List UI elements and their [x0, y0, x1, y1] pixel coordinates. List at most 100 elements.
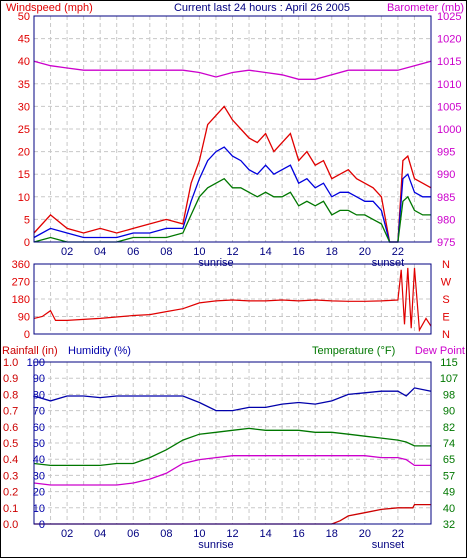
panel1-x-ticks: 02 04 06 08 10 12 14 16 18 20 22 — [61, 246, 404, 258]
x-tick-label: 20 — [359, 246, 371, 258]
wind-tick-label: 35 — [18, 79, 30, 91]
x-tick-label: 16 — [293, 528, 305, 540]
temperature-line — [33, 427, 431, 467]
x-tick-label: 06 — [127, 528, 139, 540]
temperature-tick-label: 90 — [443, 406, 455, 418]
direction-tick-label: 270 — [12, 277, 30, 289]
wind-tick-label: 0 — [24, 237, 30, 249]
rain-tick-label: 0.8 — [3, 389, 18, 401]
barometer-axis-label: Barometer (mb) — [387, 2, 464, 14]
rain-ticks: 0.0 0.1 0.2 0.3 0.4 0.5 0.6 0.7 0.8 0.9 1.0 — [3, 357, 18, 531]
temperature-tick-label: 107 — [440, 373, 458, 385]
panel3-sun-labels: sunrise sunset — [198, 539, 404, 551]
humidity-tick-label: 90 — [33, 373, 45, 385]
rain-tick-label: 0.5 — [3, 438, 18, 450]
wind-ticks: 0 5 10 15 20 25 30 35 40 45 50 — [18, 11, 30, 249]
humidity-tick-label: 100 — [27, 357, 45, 369]
barometer-tick-label: 995 — [437, 147, 455, 159]
humidity-line — [33, 387, 432, 412]
x-tick-label: 14 — [259, 246, 271, 258]
rain-tick-label: 0.1 — [3, 503, 18, 515]
rain-tick-label: 0.6 — [3, 422, 18, 434]
humidity-tick-label: 40 — [33, 454, 45, 466]
dew_point-line — [33, 455, 431, 486]
x-tick-label: 12 — [226, 246, 238, 258]
panel1-grid — [34, 16, 431, 242]
direction-line — [33, 267, 432, 333]
wind-tick-label: 30 — [18, 101, 30, 113]
x-tick-label: 18 — [326, 246, 338, 258]
barometer-tick-label: 1015 — [437, 56, 461, 68]
x-tick-label: 02 — [61, 246, 73, 258]
rain-tick-label: 0.3 — [3, 470, 18, 482]
min_wind-line — [33, 177, 431, 243]
x-tick-label: 04 — [94, 528, 106, 540]
panel3-series — [33, 387, 432, 525]
rainfall-line — [34, 503, 431, 525]
x-tick-label: 08 — [160, 528, 172, 540]
barometer-ticks: 975 980 985 990 995 1000 1005 1010 1015 1020 1025 — [437, 11, 461, 249]
humidity-tick-label: 10 — [33, 503, 45, 515]
panel2-frame — [33, 263, 432, 335]
direction-ticks: 0 90 180 270 360 — [12, 259, 30, 341]
direction-tick-label: 90 — [18, 312, 30, 324]
wind-axis-label: Windspeed (mph) — [6, 2, 93, 14]
panel2-series — [33, 267, 432, 333]
direction-tick-label: 360 — [12, 259, 30, 271]
temperature-tick-label: 40 — [443, 503, 455, 515]
humidity-axis-label: Humidity (%) — [68, 345, 131, 357]
temperature-tick-label: 32 — [443, 519, 455, 531]
compass-tick-label: N — [442, 329, 450, 341]
x-tick-label: 22 — [392, 528, 404, 540]
x-tick-label: 14 — [259, 528, 271, 540]
rain-tick-label: 0.0 — [3, 519, 18, 531]
barometer-tick-label: 990 — [437, 169, 455, 181]
temperature-tick-label: 82 — [443, 422, 455, 434]
panel3-grid — [34, 362, 431, 524]
barometer-tick-label: 980 — [437, 214, 455, 226]
temperature-tick-label: 74 — [443, 438, 455, 450]
wind-tick-label: 40 — [18, 56, 30, 68]
x-tick-label: 08 — [160, 246, 172, 258]
compass-tick-label: N — [442, 259, 450, 271]
x-tick-label: 10 — [193, 246, 205, 258]
compass-tick-label: W — [441, 277, 452, 289]
wind-tick-label: 20 — [18, 147, 30, 159]
panel3-x-ticks: 02 04 06 08 10 12 14 16 18 20 22 — [61, 528, 404, 540]
sun-label: sunrise — [198, 539, 233, 551]
rain-tick-label: 1.0 — [3, 357, 18, 369]
humidity-tick-label: 80 — [33, 389, 45, 401]
compass-tick-label: E — [442, 312, 449, 324]
wind-tick-label: 25 — [18, 124, 30, 136]
humidity-tick-label: 70 — [33, 406, 45, 418]
barometer-tick-label: 1025 — [437, 11, 461, 23]
x-tick-label: 16 — [293, 246, 305, 258]
sun-label: sunrise — [198, 257, 233, 269]
wind-tick-label: 10 — [18, 192, 30, 204]
rain-tick-label: 0.2 — [3, 487, 18, 499]
panel1-sun-labels: sunrise sunset — [198, 257, 404, 269]
rain-tick-label: 0.9 — [3, 373, 18, 385]
humidity-tick-label: 60 — [33, 422, 45, 434]
rain-tick-label: 0.4 — [3, 454, 18, 466]
barometer-tick-label: 1010 — [437, 79, 461, 91]
compass-tick-label: S — [442, 294, 449, 306]
gust-line — [33, 105, 432, 243]
temperature-axis-label: Temperature (°F) — [312, 345, 395, 357]
panel2-grid — [34, 264, 431, 334]
temperature-tick-label: 57 — [443, 470, 455, 482]
humidity-tick-label: 20 — [33, 487, 45, 499]
humidity-tick-label: 0 — [39, 519, 45, 531]
wind-tick-label: 5 — [24, 214, 30, 226]
sun-label: sunset — [372, 539, 404, 551]
wind-line — [33, 146, 431, 243]
panel3-frame — [33, 361, 432, 525]
temperature-tick-label: 49 — [443, 487, 455, 499]
barometer-tick-label: 985 — [437, 192, 455, 204]
sun-label: sunset — [372, 257, 404, 269]
x-tick-label: 12 — [226, 528, 238, 540]
